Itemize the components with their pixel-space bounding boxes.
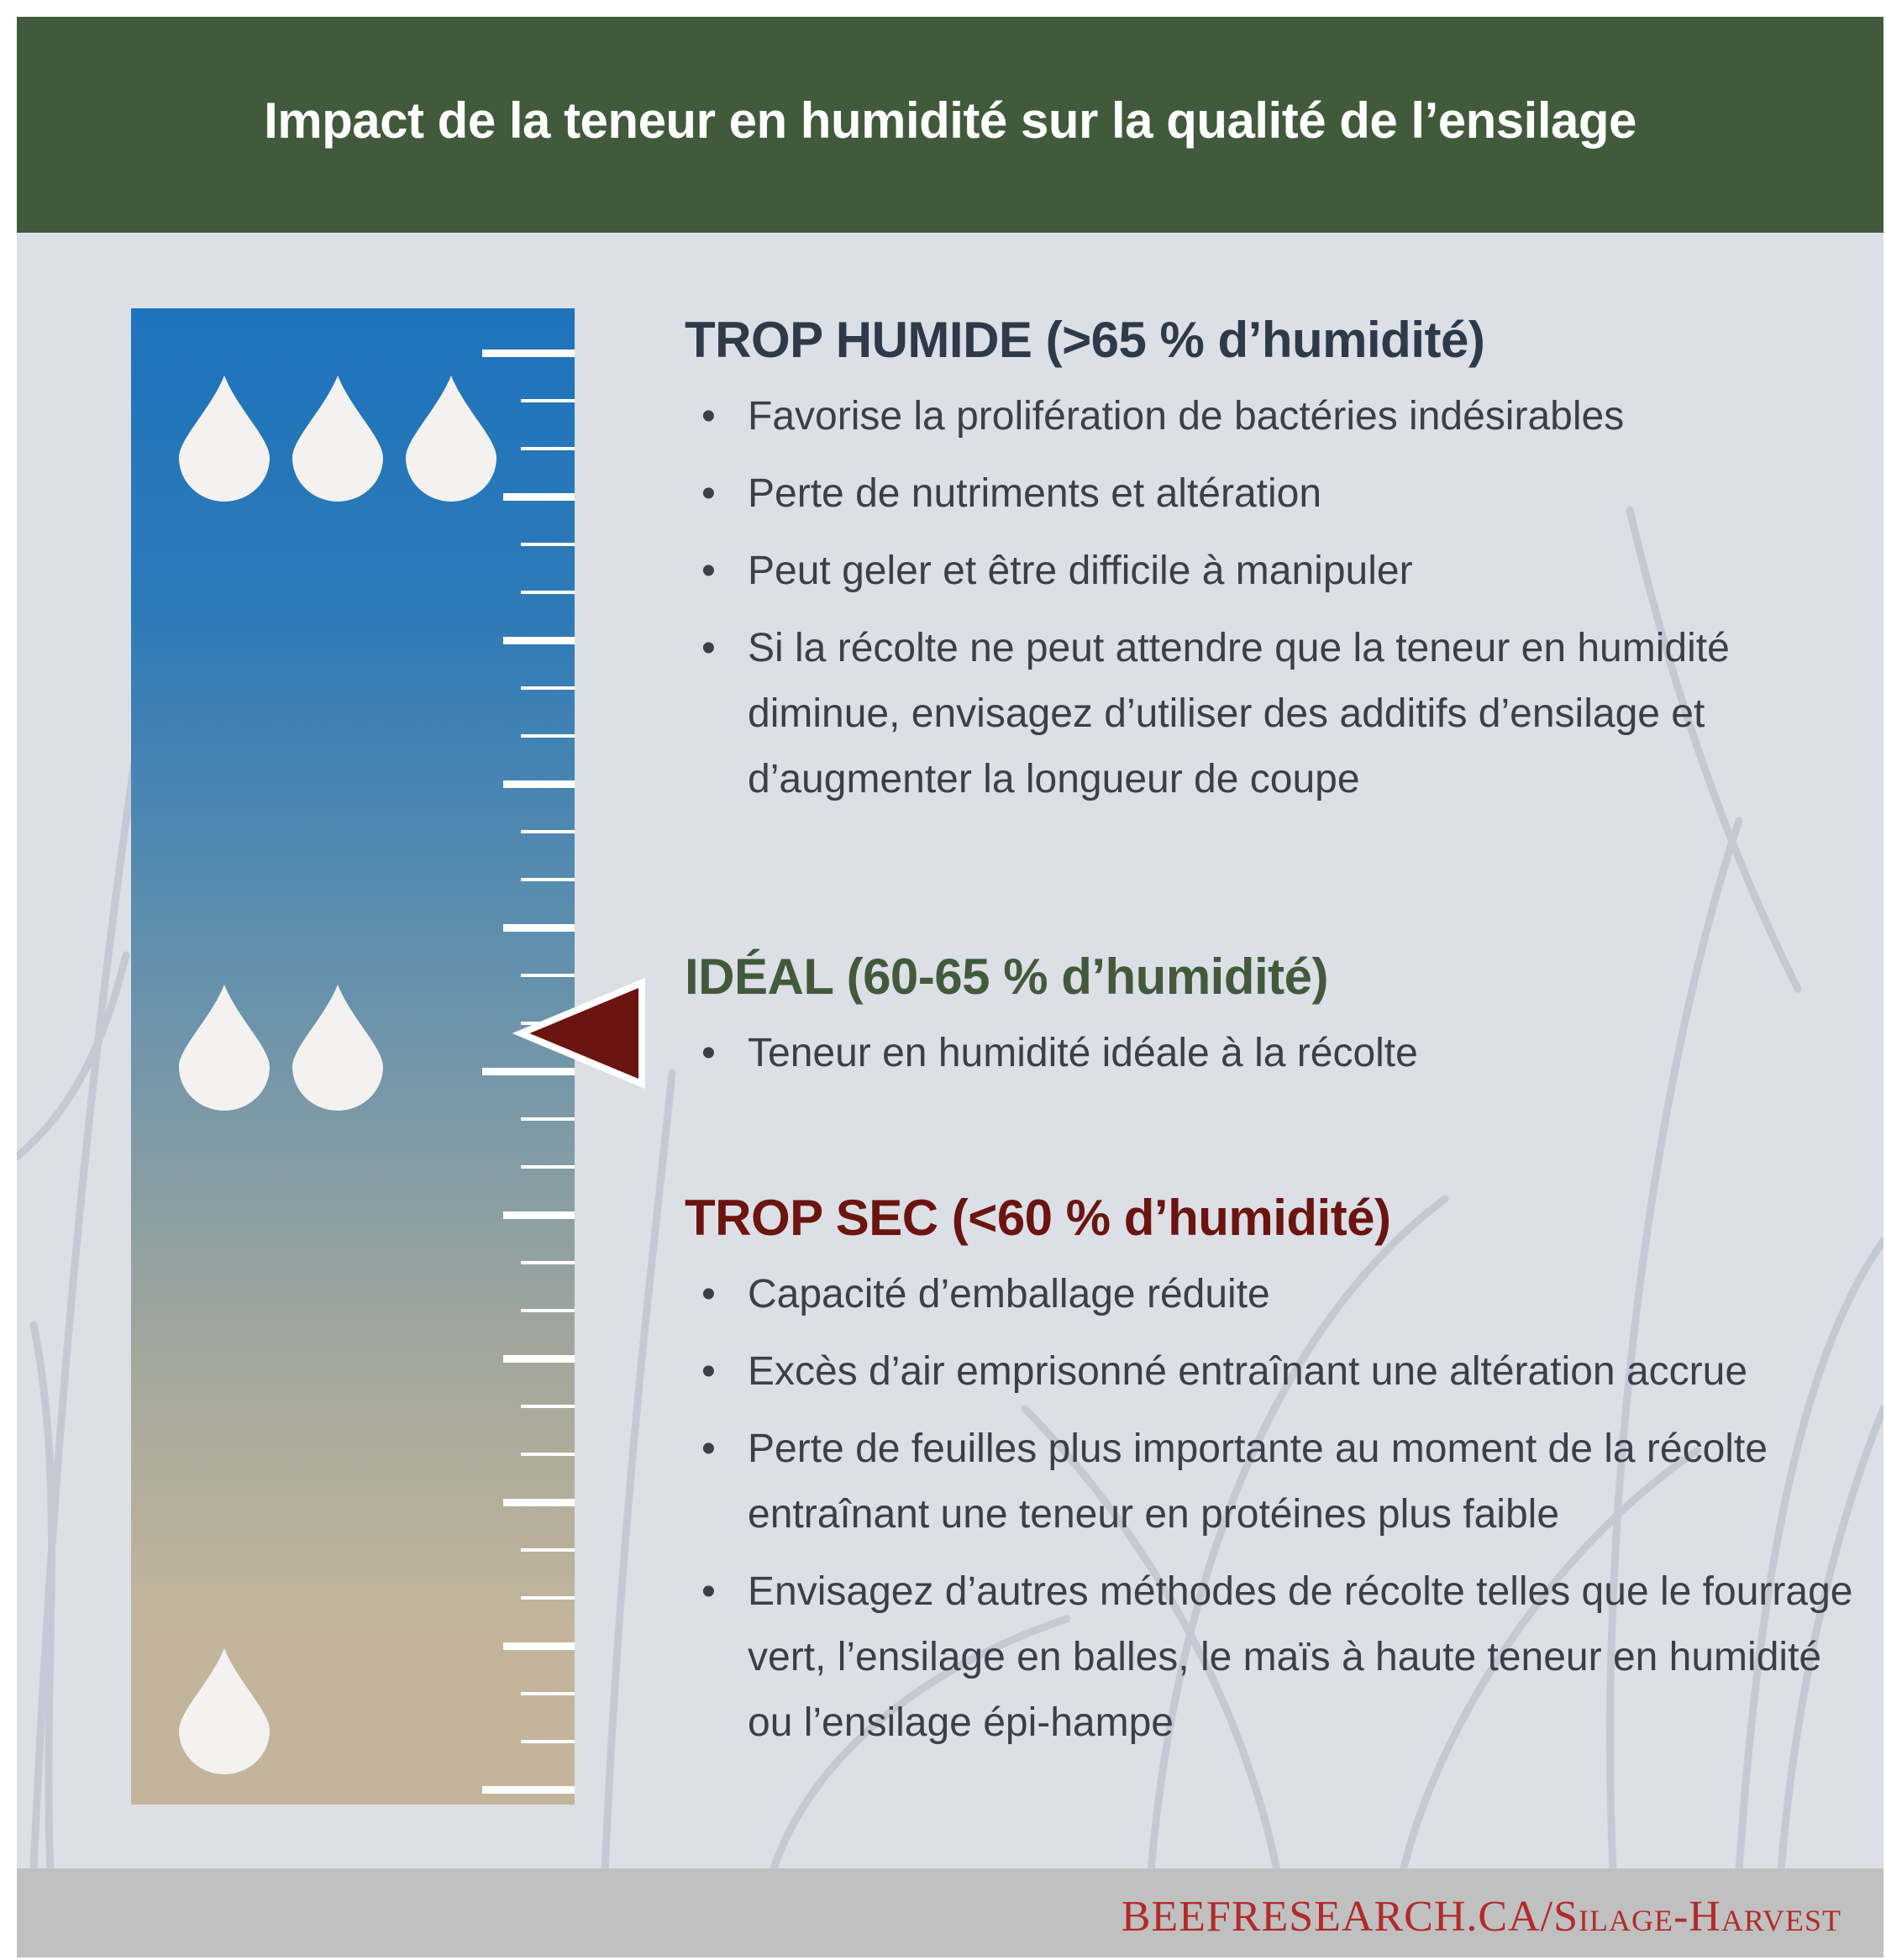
bullet-item: • Favorise la prolifération de bactéries … <box>685 384 1861 449</box>
bullet-icon: • <box>701 1031 716 1075</box>
bullet-item: • Capacité d’emballage réduite <box>685 1262 1861 1327</box>
bullet-text: Peut geler et être difficile à manipuler <box>748 549 1413 593</box>
bullet-list: • Teneur en humidité idéale à la récolte <box>685 1021 1861 1086</box>
footer-link[interactable]: BEEFRESEARCH.CA/Silage-Harvest <box>1121 1893 1841 1941</box>
section-heading: IDÉAL (60-65 % d’humidité) <box>685 948 1329 1005</box>
bullet-icon: • <box>701 1427 716 1471</box>
minor-tick <box>521 1309 575 1312</box>
bullet-text: Perte de nutriments et altération <box>748 471 1322 516</box>
minor-tick <box>521 878 575 881</box>
minor-tick <box>521 1405 575 1408</box>
water-drop-icon <box>179 1648 270 1774</box>
water-drop-icon <box>292 985 383 1111</box>
bullet-text: Excès d’air emprisonné entraînant une al… <box>748 1349 1748 1394</box>
footer: BEEFRESEARCH.CA/Silage-Harvest <box>17 1868 1883 1957</box>
minor-tick <box>521 1165 575 1169</box>
page-title: Impact de la teneur en humidité sur la q… <box>264 92 1636 149</box>
grass-background-illustration <box>17 506 1883 1871</box>
header: Impact de la teneur en humidité sur la q… <box>17 17 1883 233</box>
minor-tick <box>521 1261 575 1264</box>
major-tick <box>503 1498 575 1506</box>
section-heading: TROP SEC (<60 % d’humidité) <box>685 1190 1391 1246</box>
bullet-item: • Envisagez d’autres méthodes de récolte … <box>685 1559 1861 1756</box>
bullet-icon: • <box>701 1569 716 1614</box>
water-drop-icon <box>406 376 496 502</box>
major-tick <box>503 1354 575 1363</box>
major-tick <box>503 1642 575 1650</box>
major-tick <box>503 780 575 788</box>
major-tick <box>482 1785 575 1794</box>
bullet-text: Capacité d’emballage réduite <box>748 1272 1270 1316</box>
section-too-dry: TROP SEC (<60 % d’humidité) • Capacité d’… <box>685 1189 1861 1768</box>
bullet-item: • Perte de feuilles plus importante au mo… <box>685 1416 1861 1548</box>
minor-tick <box>521 591 575 594</box>
bullet-list: • Favorise la prolifération de bactéries … <box>685 384 1861 812</box>
bullet-text: Perte de feuilles plus importante au mom… <box>748 1427 1768 1537</box>
major-tick <box>482 349 575 357</box>
bullet-text: Favorise la prolifération de bactéries i… <box>748 394 1625 439</box>
water-drop-icon <box>292 376 383 502</box>
water-drop-icon <box>179 985 270 1111</box>
water-drop-icon <box>179 376 270 502</box>
bullet-item: • Peut geler et être difficile à manipule… <box>685 539 1861 604</box>
bullet-icon: • <box>701 549 716 593</box>
bullet-item: • Perte de nutriments et altération <box>685 461 1861 527</box>
bullet-icon: • <box>701 394 716 439</box>
bullet-item: • Teneur en humidité idéale à la récolte <box>685 1021 1861 1086</box>
section-too-wet: TROP HUMIDE (>65 % d’humidité) • Favorise… <box>685 311 1861 824</box>
minor-tick <box>521 1740 575 1743</box>
bullet-text: Teneur en humidité idéale à la récolte <box>748 1031 1418 1075</box>
minor-tick <box>521 686 575 690</box>
bullet-text: Envisagez d’autres méthodes de récolte t… <box>748 1569 1853 1745</box>
minor-tick <box>521 543 575 546</box>
section-ideal: IDÉAL (60-65 % d’humidité) • Teneur en hu… <box>685 948 1861 1098</box>
minor-tick <box>521 1453 575 1456</box>
minor-tick <box>521 1548 575 1552</box>
minor-tick <box>521 447 575 450</box>
minor-tick <box>521 1692 575 1695</box>
bullet-icon: • <box>701 471 716 516</box>
major-tick <box>503 923 575 932</box>
minor-tick <box>521 1117 575 1121</box>
minor-tick <box>521 1596 575 1600</box>
bullet-icon: • <box>701 1272 716 1316</box>
major-tick <box>503 492 575 501</box>
bullet-icon: • <box>701 626 716 670</box>
minor-tick <box>521 830 575 833</box>
ideal-indicator-arrow-icon <box>512 978 645 1089</box>
moisture-gauge <box>131 308 575 1805</box>
section-heading: TROP HUMIDE (>65 % d’humidité) <box>685 312 1485 368</box>
bullet-item: • Si la récolte ne peut attendre que la t… <box>685 616 1861 812</box>
major-tick <box>482 1067 575 1075</box>
bullet-text: Si la récolte ne peut attendre que la te… <box>748 626 1730 801</box>
bullet-item: • Excès d’air emprisonné entraînant une a… <box>685 1339 1861 1405</box>
major-tick <box>503 636 575 644</box>
bullet-list: • Capacité d’emballage réduite • Excès d’ai… <box>685 1262 1861 1756</box>
major-tick <box>503 1211 575 1219</box>
minor-tick <box>521 974 575 977</box>
infographic: Impact de la teneur en humidité sur la q… <box>17 17 1883 1957</box>
minor-tick <box>521 734 575 738</box>
bullet-icon: • <box>701 1349 716 1394</box>
minor-tick <box>521 399 575 402</box>
